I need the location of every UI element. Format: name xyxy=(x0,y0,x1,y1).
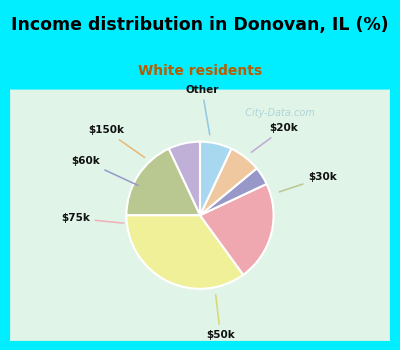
Text: $50k: $50k xyxy=(206,295,235,340)
Text: $20k: $20k xyxy=(251,124,298,152)
Wedge shape xyxy=(200,184,274,275)
Wedge shape xyxy=(126,149,200,215)
Wedge shape xyxy=(200,149,257,215)
Text: City-Data.com: City-Data.com xyxy=(239,108,314,118)
Text: $75k: $75k xyxy=(61,213,124,223)
Wedge shape xyxy=(169,142,200,215)
Text: $60k: $60k xyxy=(71,156,138,186)
Text: Income distribution in Donovan, IL (%): Income distribution in Donovan, IL (%) xyxy=(11,16,389,35)
Wedge shape xyxy=(200,142,231,215)
Wedge shape xyxy=(200,168,266,215)
Wedge shape xyxy=(126,215,243,289)
Text: Other: Other xyxy=(185,85,219,135)
Text: White residents: White residents xyxy=(138,64,262,78)
Text: $30k: $30k xyxy=(279,173,337,192)
Text: $150k: $150k xyxy=(88,125,144,158)
FancyBboxPatch shape xyxy=(8,88,392,343)
